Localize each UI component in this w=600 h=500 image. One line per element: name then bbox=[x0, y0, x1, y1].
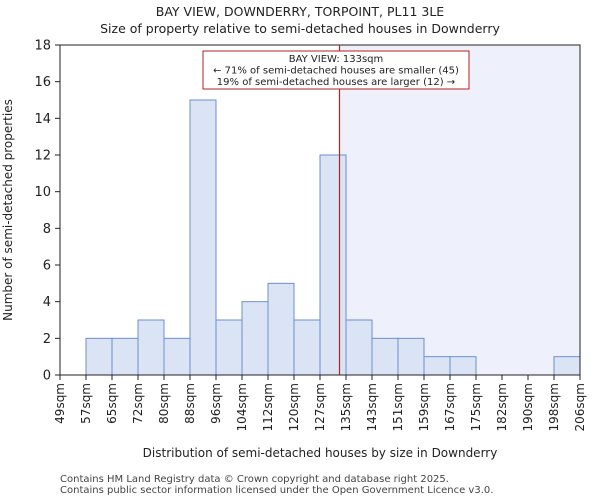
x-axis-label: Distribution of semi-detached houses by … bbox=[143, 446, 498, 460]
x-tick-label: 120sqm bbox=[287, 383, 301, 431]
x-tick-label: 112sqm bbox=[261, 383, 275, 431]
annotation-smaller: ← 71% of semi-detached houses are smalle… bbox=[213, 66, 459, 77]
x-tick-label: 65sqm bbox=[105, 383, 119, 424]
x-tick-label: 182sqm bbox=[495, 383, 509, 431]
histogram-bar bbox=[371, 337, 399, 376]
y-tick-label: 10 bbox=[34, 185, 51, 200]
y-tick-label: 16 bbox=[34, 75, 51, 90]
y-tick-label: 12 bbox=[34, 149, 51, 164]
histogram-bar bbox=[423, 356, 451, 376]
chart-title: BAY VIEW, DOWNDERRY, TORPOINT, PL11 3LE bbox=[155, 4, 445, 19]
y-tick-label: 6 bbox=[43, 259, 51, 274]
histogram-bar bbox=[293, 319, 321, 376]
x-tick-label: 88sqm bbox=[183, 383, 197, 424]
histogram-bar bbox=[241, 301, 269, 376]
histogram-bar bbox=[163, 337, 191, 376]
x-tick-label: 104sqm bbox=[235, 383, 249, 431]
chart-subtitle: Size of property relative to semi-detach… bbox=[100, 21, 500, 36]
histogram-bar bbox=[345, 319, 373, 376]
x-tick-label: 80sqm bbox=[157, 383, 171, 424]
x-tick-label: 175sqm bbox=[469, 383, 483, 431]
larger-region-shading bbox=[339, 45, 580, 375]
x-tick-label: 190sqm bbox=[521, 383, 535, 431]
x-tick-label: 49sqm bbox=[53, 383, 67, 424]
y-axis-label: Number of semi-detached properties bbox=[1, 99, 15, 321]
histogram-bar bbox=[449, 356, 477, 376]
footer-licence: Contains public sector information licen… bbox=[60, 485, 494, 496]
annotation-larger: 19% of semi-detached houses are larger (… bbox=[217, 77, 455, 88]
histogram-bar bbox=[137, 319, 165, 376]
histogram-bar bbox=[397, 337, 425, 376]
annotation-title: BAY VIEW: 133sqm bbox=[289, 54, 384, 65]
x-tick-label: 167sqm bbox=[443, 383, 457, 431]
y-tick-label: 0 bbox=[43, 369, 51, 384]
y-tick-label: 14 bbox=[34, 112, 51, 127]
y-tick-label: 18 bbox=[34, 39, 51, 54]
x-tick-label: 135sqm bbox=[339, 383, 353, 431]
histogram-bar bbox=[189, 99, 217, 376]
footer-copyright: Contains HM Land Registry data © Crown c… bbox=[60, 474, 449, 485]
x-tick-label: 57sqm bbox=[79, 383, 93, 424]
x-tick-label: 151sqm bbox=[391, 383, 405, 431]
x-tick-label: 72sqm bbox=[131, 383, 145, 424]
histogram-bar bbox=[215, 319, 243, 376]
x-tick-label: 198sqm bbox=[547, 383, 561, 431]
histogram-bar bbox=[319, 154, 347, 376]
y-tick-label: 2 bbox=[43, 332, 51, 347]
x-tick-label: 159sqm bbox=[417, 383, 431, 431]
x-tick-label: 206sqm bbox=[573, 383, 587, 431]
histogram-bar bbox=[85, 337, 113, 376]
x-tick-label: 96sqm bbox=[209, 383, 223, 424]
histogram-bar bbox=[267, 282, 295, 376]
x-tick-label: 127sqm bbox=[313, 383, 327, 431]
histogram-bar bbox=[111, 337, 139, 376]
histogram-bar bbox=[553, 356, 581, 376]
x-tick-label: 143sqm bbox=[365, 383, 379, 431]
y-tick-label: 4 bbox=[43, 295, 51, 310]
annotation-box bbox=[202, 50, 470, 90]
y-tick-label: 8 bbox=[43, 222, 51, 237]
